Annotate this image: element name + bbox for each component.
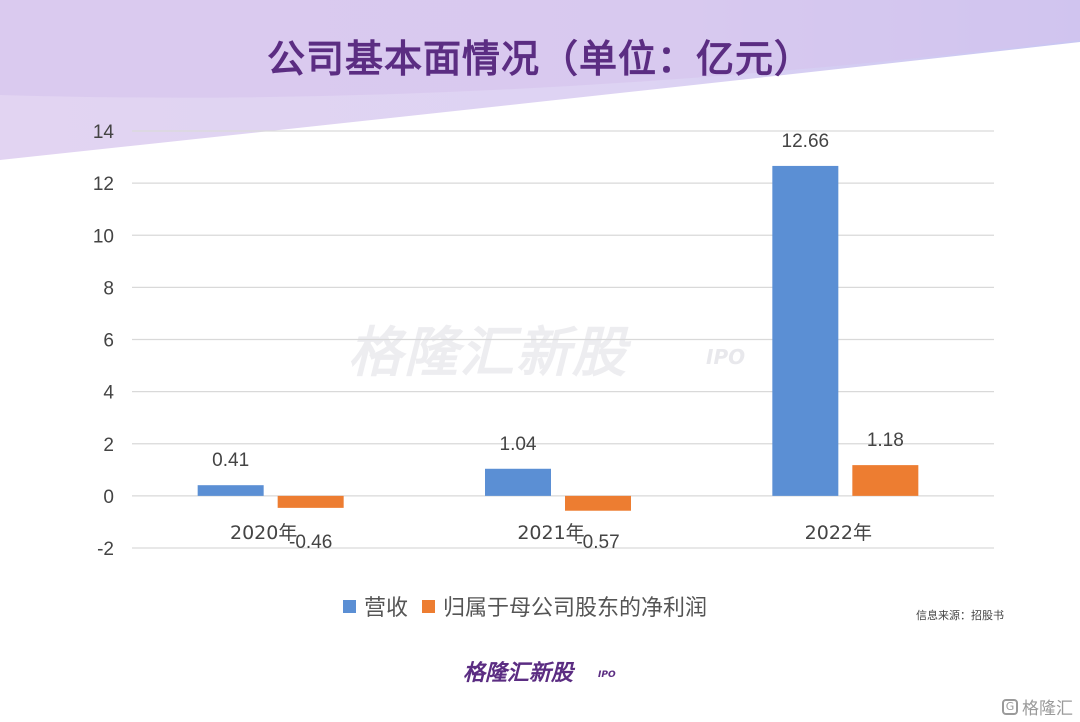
- y-tick-label: 2: [103, 435, 114, 456]
- data-label-net-profit: -0.46: [289, 532, 332, 553]
- bar-net-profit: [277, 495, 344, 508]
- data-label-revenue: 0.41: [212, 450, 249, 471]
- data-label-revenue: 1.04: [500, 434, 537, 455]
- y-tick-label: 14: [93, 122, 115, 143]
- bar-revenue: [197, 485, 264, 496]
- y-tick-label: -2: [97, 539, 114, 560]
- x-category-label: 2020年: [230, 522, 297, 544]
- brand-ipo: IPO: [598, 670, 616, 680]
- legend-swatch-revenue: [343, 599, 356, 613]
- data-label-net-profit: -0.57: [576, 532, 619, 553]
- x-category-label: 2021年: [517, 522, 584, 544]
- bar-revenue: [772, 165, 839, 496]
- corner-watermark: G 格隆汇: [1002, 694, 1073, 719]
- legend-item-net-profit: 归属于母公司股东的净利润: [422, 590, 707, 622]
- chart-legend: 营收 归属于母公司股东的净利润: [343, 590, 707, 622]
- legend-swatch-net-profit: [422, 599, 436, 613]
- corner-label: 格隆汇: [1022, 699, 1073, 719]
- watermark-ipo: IPO: [706, 345, 746, 369]
- y-tick-label: 8: [103, 278, 114, 299]
- bar-revenue: [485, 468, 551, 496]
- source-note: 信息来源：招股书: [916, 609, 1004, 622]
- legend-label-net-profit: 归属于母公司股东的净利润: [443, 596, 708, 621]
- x-category-label: 2022年: [805, 522, 872, 544]
- bar-net-profit: [565, 495, 631, 511]
- legend-label-revenue: 营收: [364, 596, 409, 621]
- data-label-net-profit: 1.18: [867, 430, 904, 451]
- y-tick-label: 6: [103, 331, 114, 352]
- corner-logo-icon: G: [1002, 698, 1018, 715]
- y-tick-label: 4: [103, 383, 114, 404]
- bar-net-profit: [852, 465, 919, 496]
- chart-title: 公司基本面情况（单位：亿元）: [266, 36, 813, 81]
- y-tick-label: 10: [93, 226, 114, 247]
- legend-item-revenue: 营收: [343, 590, 408, 622]
- watermark-logo: 格隆汇新股: [348, 321, 628, 384]
- brand-logo: 格隆汇新股: [463, 661, 574, 686]
- y-tick-label: 0: [103, 487, 114, 508]
- y-tick-label: 12: [93, 174, 114, 195]
- data-label-revenue: 12.66: [782, 131, 830, 152]
